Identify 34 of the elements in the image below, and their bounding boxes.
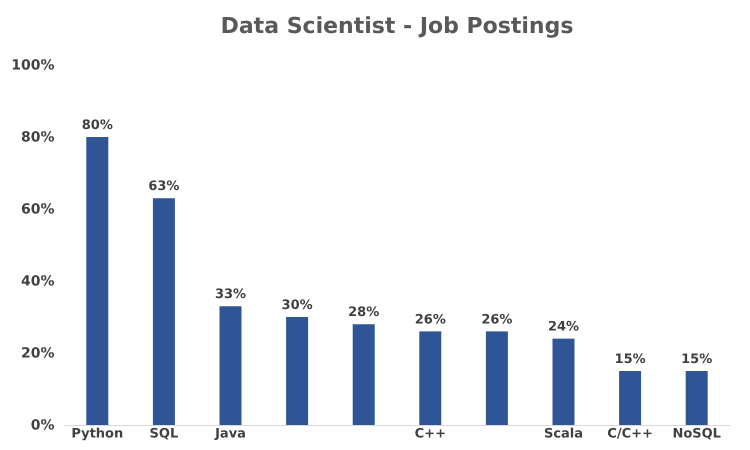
x-tick-label: Java [214,426,246,442]
bar [286,317,308,425]
data-label: 30% [282,298,313,313]
data-label: 33% [214,287,246,302]
y-tick-label: 80% [20,130,54,146]
bar [352,324,375,425]
x-tick-label: C/C++ [607,426,653,442]
x-tick-label: Scala [544,426,584,442]
data-label: 63% [148,179,180,194]
y-tick-label: 0% [30,418,54,434]
data-label: 24% [548,320,580,335]
y-tick-label: 60% [20,202,54,218]
data-label: 80% [82,118,113,133]
bar [152,198,175,425]
bar [86,137,108,425]
bar [419,331,442,425]
x-tick-label: C++ [414,426,446,442]
y-tick-label: 40% [20,274,54,290]
data-label: 26% [414,312,446,328]
y-tick-label: 100% [11,58,54,74]
y-tick-label: 20% [20,346,54,362]
bar [486,331,508,425]
bar [686,371,708,425]
x-tick-label: Python [71,426,124,442]
x-tick-label: SQL [150,426,178,442]
data-label: 28% [348,305,380,320]
bar [220,306,242,425]
data-label: 15% [681,352,712,367]
x-tick-label: NoSQL [672,426,721,442]
bar [619,371,642,425]
data-label: 26% [481,312,512,328]
chart-title: Data Scientist - Job Postings [220,14,574,39]
data-label: 15% [614,352,646,367]
bar [552,338,574,425]
